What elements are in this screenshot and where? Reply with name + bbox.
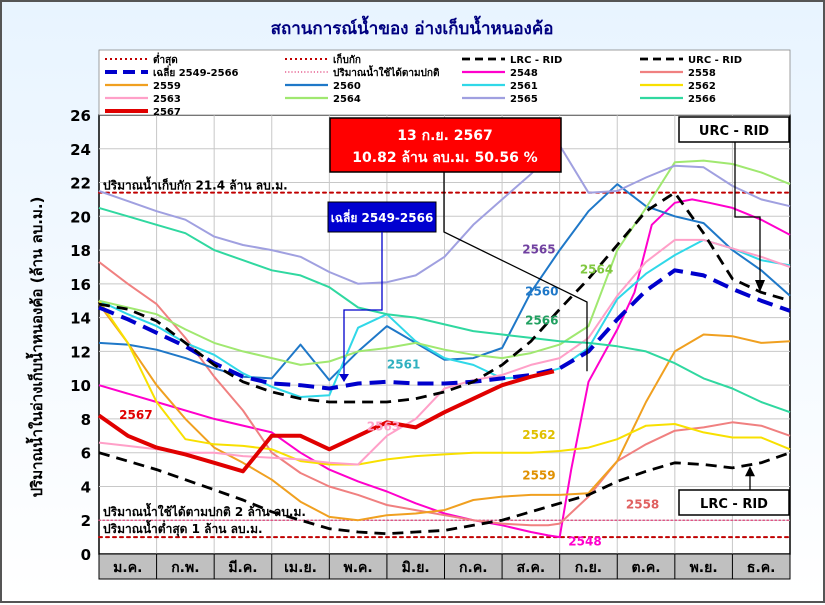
legend-entry-label: LRC - RID	[510, 55, 562, 66]
y-axis-label: ปริมาณน้ำในอ่างเก็บน้ำหนองค้อ (ล้าน ลบ.ม…	[25, 197, 46, 498]
x-tick-label: ธ.ค.	[747, 560, 776, 576]
y-tick-label: 24	[70, 141, 91, 159]
legend-entry-label: 2567	[153, 107, 181, 118]
average-pointer	[343, 232, 383, 382]
legend-entry-label: เก็บกัก	[333, 52, 361, 66]
chart-title: สถานการณ์น้ำของ อ่างเก็บน้ำหนองค้อ	[271, 15, 554, 39]
x-tick-label: ก.ย.	[575, 560, 602, 576]
series-line	[97, 369, 555, 474]
legend-entry-label: ปริมาณน้ำใช้ได้ตามปกติ	[333, 65, 439, 79]
legend-entry-label: URC - RID	[688, 55, 742, 66]
y-tick-label: 22	[70, 175, 91, 193]
y-tick-label: 6	[81, 445, 91, 463]
x-tick-label: ม.ค.	[113, 560, 142, 576]
urc-pointer	[734, 142, 761, 284]
current-date-label: 13 ก.ย. 2567	[397, 128, 493, 144]
reference-line-label: ปริมาณน้ำต่ำสุด 1 ล้าน ลบ.ม.	[103, 519, 263, 537]
current-volume-label: 10.82 ล้าน ลบ.ม. 50.56 %	[352, 150, 537, 166]
series-line	[98, 198, 791, 539]
legend-entry-label: 2559	[153, 81, 181, 92]
series-line	[98, 144, 791, 285]
reference-line-label: ปริมาณน้ำเก็บกัก 21.4 ล้าน ลบ.ม.	[103, 176, 288, 193]
series-line	[98, 191, 791, 404]
legend-entry-label: 2566	[688, 94, 716, 105]
urc-box	[678, 116, 790, 143]
x-tick-label: ส.ค.	[517, 560, 546, 576]
legend-entry-label: 2561	[510, 81, 538, 92]
average-box	[327, 201, 437, 233]
series-label: 2566	[525, 313, 558, 327]
average-box-label: เฉลี่ย 2549-2566	[331, 209, 434, 225]
x-tick-label: ต.ค.	[631, 560, 660, 576]
series-label: 2559	[522, 469, 555, 483]
series-line	[98, 451, 791, 536]
x-tick-label: มิ.ย.	[402, 560, 430, 576]
legend-entry-label: 2565	[510, 94, 538, 105]
y-tick-label: 16	[70, 276, 91, 294]
series-line	[98, 261, 791, 527]
average-pointer-arrow	[339, 374, 349, 382]
series-line	[98, 238, 791, 466]
legend-entry-label: 2548	[510, 68, 538, 79]
y-tick-label: 14	[70, 310, 91, 328]
series-line	[98, 159, 791, 366]
series-line	[98, 183, 791, 382]
legend-entry-label: 2563	[153, 94, 181, 105]
legend-entry-label: ต่ำสุด	[153, 52, 178, 66]
y-tick-label: 2	[81, 512, 91, 530]
y-tick-label: 18	[70, 242, 91, 260]
current-value-pointer	[443, 172, 588, 372]
x-tick-label: ก.ค.	[459, 560, 487, 576]
series-line	[98, 300, 791, 466]
urc-box-label: URC - RID	[699, 124, 769, 139]
legend-entry-label: 2564	[333, 94, 361, 105]
y-tick-label: 4	[81, 478, 91, 496]
y-tick-label: 8	[81, 411, 91, 429]
series-label: 2561	[387, 357, 420, 371]
legend-entry-label: เฉลี่ย 2549-2566	[153, 65, 239, 79]
lrc-box-label: LRC - RID	[700, 497, 768, 512]
y-tick-label: 0	[81, 546, 91, 564]
x-tick-label: เม.ย.	[284, 560, 317, 576]
series-label: 2548	[568, 535, 601, 549]
series-line	[98, 206, 791, 414]
lrc-box	[678, 489, 790, 516]
series-label: 2562	[522, 428, 555, 442]
y-tick-label: 12	[70, 343, 91, 361]
series-label: 2558	[626, 497, 659, 511]
series-label: 2564	[580, 263, 613, 277]
reference-line-label: ปริมาณน้ำใช้ได้ตามปกติ 2 ล้าน ลบ.ม.	[103, 502, 306, 519]
y-tick-label: 20	[70, 208, 91, 226]
series-label: 2560	[525, 285, 558, 299]
legend-entry-label: 2558	[688, 68, 716, 79]
series-label: 2565	[522, 242, 555, 256]
legend-entry-label: 2562	[688, 81, 716, 92]
x-tick-label: มี.ค.	[228, 560, 257, 576]
current-value-box	[329, 117, 562, 173]
series-label: 2563	[367, 420, 400, 434]
lrc-pointer-arrow	[745, 466, 755, 477]
legend-entry-label: 2560	[333, 81, 361, 92]
urc-pointer-arrow	[755, 280, 765, 292]
x-tick-label: พ.ย.	[690, 560, 718, 576]
series-line	[98, 303, 791, 522]
series-line	[98, 238, 791, 398]
legend-background	[98, 49, 791, 116]
series-label: 2567	[119, 408, 152, 422]
legend: ต่ำสุด เก็บกัก LRC - RID URC - RID เฉลี่ย 25…	[98, 49, 791, 118]
x-tick-label: พ.ค.	[344, 560, 373, 576]
x-tick-label: ก.พ.	[171, 560, 199, 576]
y-tick-label: 10	[70, 377, 91, 395]
y-tick-label: 26	[70, 107, 91, 125]
